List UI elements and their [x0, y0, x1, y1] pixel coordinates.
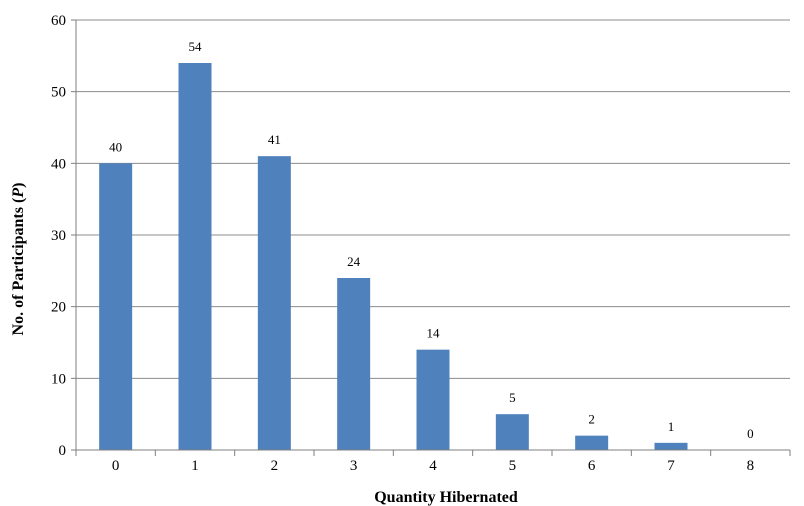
data-label: 14 — [427, 326, 441, 341]
y-tick-label: 30 — [51, 228, 66, 244]
x-tick-label: 4 — [429, 458, 437, 474]
y-tick-label: 40 — [51, 156, 66, 172]
y-tick-label: 20 — [51, 300, 66, 316]
x-tick-label: 3 — [350, 458, 358, 474]
data-label: 5 — [509, 390, 516, 405]
bar — [257, 156, 291, 450]
bar — [575, 435, 609, 450]
y-tick-label: 0 — [59, 443, 67, 459]
bar — [654, 442, 688, 450]
data-label: 0 — [747, 426, 754, 441]
bar — [178, 63, 212, 450]
y-axis-title: No. of Participants (P) — [10, 183, 27, 336]
y-tick-label: 50 — [51, 85, 66, 101]
data-label: 24 — [347, 254, 361, 269]
bars — [99, 63, 688, 451]
data-label: 54 — [189, 39, 203, 54]
y-tick-label: 10 — [51, 371, 66, 387]
x-tick-label: 7 — [667, 458, 675, 474]
x-axis: 0 1 2 3 4 5 6 7 8 — [75, 449, 791, 474]
x-tick-label: 1 — [191, 458, 199, 474]
bar — [495, 414, 529, 450]
bar — [99, 163, 133, 451]
y-axis: 0 10 20 30 40 50 60 — [51, 13, 77, 459]
data-labels: 40 54 41 24 14 5 2 1 0 — [109, 39, 753, 441]
y-tick-label: 60 — [51, 13, 66, 29]
x-tick-label: 6 — [588, 458, 596, 474]
x-tick-label: 5 — [509, 458, 517, 474]
x-tick-label: 0 — [112, 458, 120, 474]
x-axis-title: Quantity Hibernated — [374, 489, 518, 506]
x-tick-label: 8 — [747, 458, 755, 474]
data-label: 41 — [268, 132, 281, 147]
bar — [416, 349, 450, 450]
data-label: 40 — [109, 139, 122, 154]
bar — [337, 278, 371, 450]
data-label: 2 — [588, 412, 595, 427]
data-label: 1 — [668, 419, 675, 434]
x-tick-label: 2 — [271, 458, 279, 474]
